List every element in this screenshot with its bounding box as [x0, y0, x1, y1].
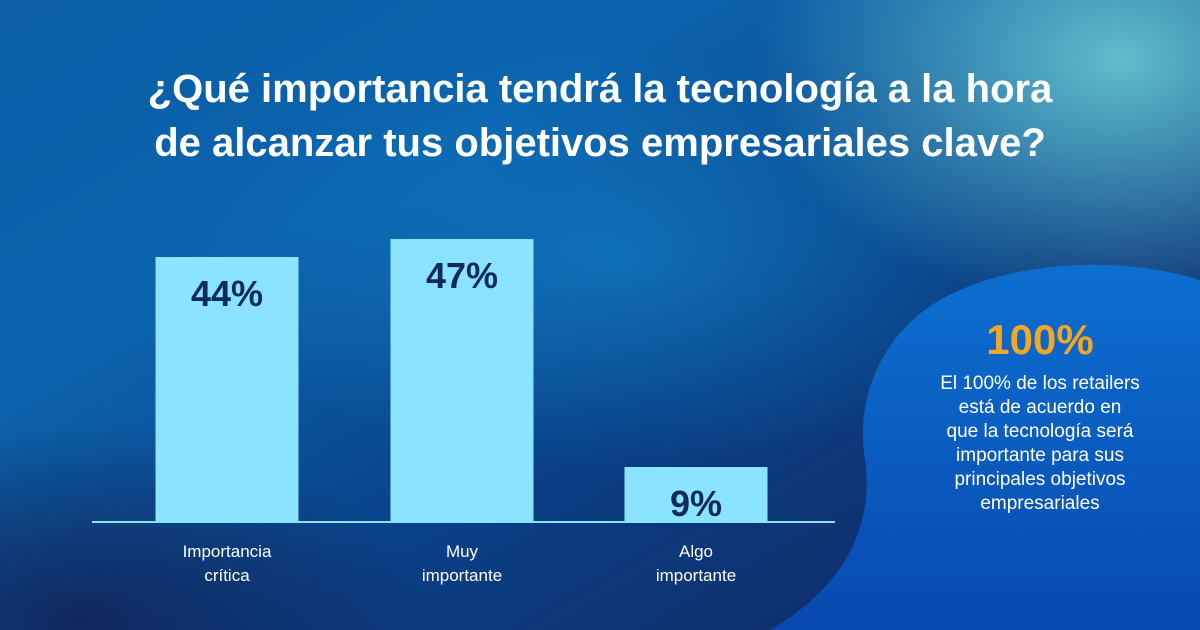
blob-path: [770, 264, 1200, 630]
category-label-1-line-2: crítica: [204, 566, 250, 585]
callout-line-6: empresariales: [980, 493, 1100, 514]
title-line-1: ¿Qué importancia tendrá la tecnología a …: [147, 67, 1053, 111]
category-label-2: Muy importante: [372, 540, 552, 588]
category-label-1: Importancia crítica: [137, 540, 317, 588]
bar-3: [624, 467, 768, 521]
bar-value-label-1: 44%: [191, 273, 263, 314]
category-label-1-line-1: Importancia: [182, 542, 272, 561]
bar-value-label-3: 9%: [670, 483, 722, 524]
callout-line-5: principales objetivos: [954, 469, 1126, 490]
page-title: ¿Qué importancia tendrá la tecnología a …: [40, 62, 1160, 170]
callout-value: 100%: [986, 316, 1094, 363]
callout-line-3: que la tecnología será: [946, 421, 1134, 442]
callout-line-1: El 100% de los retailers: [940, 373, 1140, 394]
title-line-2: de alcanzar tus objetivos empresariales …: [154, 121, 1046, 165]
category-label-2-line-1: Muy: [445, 542, 479, 561]
callout-line-4: importante para sus: [956, 445, 1124, 466]
category-label-3: Algo importante: [606, 540, 786, 588]
callout-text: El 100% de los retailers está de acuerdo…: [900, 372, 1180, 516]
callout-line-2: está de acuerdo en: [958, 397, 1122, 418]
bar-value-label-2: 47%: [426, 255, 498, 296]
category-label-2-line-2: importante: [421, 566, 503, 585]
category-label-3-line-2: importante: [655, 566, 737, 585]
bar-2: [390, 239, 534, 521]
category-label-3-line-1: Algo: [678, 542, 714, 561]
bar-1: [155, 257, 299, 521]
